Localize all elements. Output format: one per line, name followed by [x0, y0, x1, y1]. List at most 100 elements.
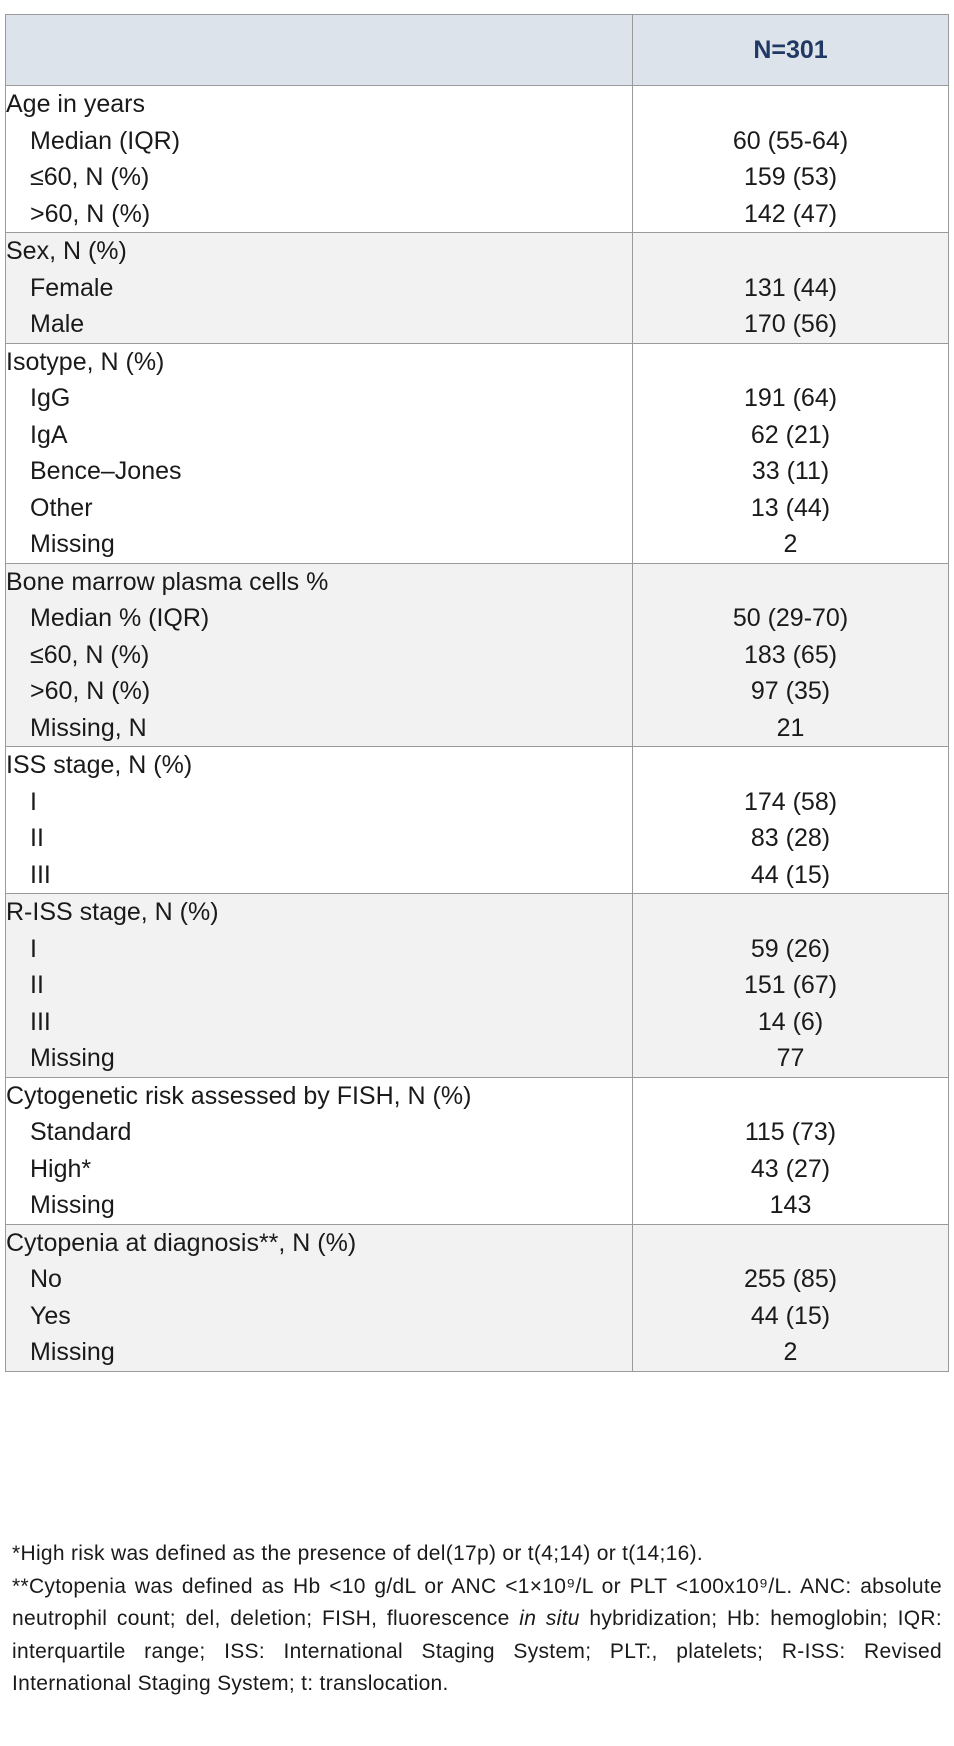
header-row: N=301 — [5, 14, 949, 86]
footnote: **Cytopenia was defined as Hb <10 g/dL o… — [12, 1571, 942, 1701]
row-value: 174 (58) — [743, 787, 838, 816]
row-label: Male — [30, 310, 85, 338]
row-value: 159 (53) — [743, 163, 838, 191]
row-value: 143 — [769, 1191, 812, 1219]
row-label: Missing — [30, 530, 115, 558]
section-row: Bone marrow plasma cells % Median % (IQR)… — [5, 562, 949, 747]
row-label: Standard — [30, 1118, 132, 1146]
spacer — [633, 233, 948, 270]
value-cell: 115 (73) 43 (27) 143 — [632, 1076, 949, 1225]
row-label: IgG — [30, 384, 71, 412]
row-label: Female — [30, 273, 114, 302]
spacer — [633, 344, 948, 381]
row-value: 83 (28) — [750, 824, 831, 852]
value-cell: 191 (64) 62 (21) 33 (11) 13 (44) 2 — [632, 342, 949, 564]
section-title: Age in years — [6, 90, 145, 118]
section-row: Isotype, N (%) IgG IgA Bence–Jones Other Miss… — [5, 342, 949, 564]
label-cell: Isotype, N (%) IgG IgA Bence–Jones Other Miss… — [5, 342, 633, 564]
row-label: Bence–Jones — [30, 457, 182, 485]
section-title: R-ISS stage, N (%) — [6, 898, 219, 926]
spacer — [633, 1225, 948, 1262]
row-value: 97 (35) — [750, 677, 831, 705]
spacer — [633, 747, 948, 784]
row-label: ≤60, N (%) — [30, 163, 150, 191]
row-value: 50 (29-70) — [732, 604, 849, 632]
section-title: Isotype, N (%) — [6, 347, 165, 376]
row-label: Missing — [30, 1338, 115, 1366]
header-cell: N=301 — [632, 14, 949, 86]
row-value: 115 (73) — [744, 1118, 837, 1146]
row-value: 21 — [776, 713, 805, 742]
section-row: Cytopenia at diagnosis**, N (%) No Yes Miss… — [5, 1223, 949, 1372]
footnote-text: hybridization; Hb: hemoglobin; IQR: inte… — [12, 1607, 942, 1695]
row-label: No — [30, 1265, 62, 1293]
row-label: I — [30, 787, 37, 816]
row-label: IgA — [30, 420, 68, 449]
spacer — [633, 86, 948, 123]
value-cell: 255 (85) 44 (15) 2 — [632, 1223, 949, 1372]
footnote-text: **Cytopenia was defined as Hb <10 g/dL o… — [12, 1574, 942, 1631]
row-label: >60, N (%) — [30, 199, 151, 228]
row-label: III — [30, 1007, 51, 1036]
row-label: III — [30, 860, 51, 889]
section-row: Age in years Median (IQR) ≤60, N (%) >60, N… — [5, 85, 949, 233]
row-value: 13 (44) — [750, 493, 831, 522]
value-cell: 50 (29-70) 183 (65) 97 (35) 21 — [632, 562, 949, 747]
table-body: Age in years Median (IQR) ≤60, N (%) >60, N… — [5, 85, 949, 1372]
row-value: 142 (47) — [743, 199, 838, 228]
row-value: 170 (56) — [743, 310, 838, 338]
row-value: 2 — [783, 530, 798, 558]
section-title: Cytogenetic risk assessed by FISH, N (%) — [6, 1081, 472, 1110]
row-label: Missing — [30, 1191, 115, 1219]
section-title: Bone marrow plasma cells % — [6, 567, 329, 596]
row-value: 44 (15) — [750, 1301, 831, 1330]
row-value: 62 (21) — [750, 420, 831, 449]
row-label: II — [30, 971, 44, 999]
row-value: 43 (27) — [750, 1154, 831, 1183]
spacer — [633, 564, 948, 601]
row-value: 33 (11) — [751, 457, 830, 485]
row-value: 59 (26) — [750, 934, 831, 963]
row-value: 255 (85) — [743, 1265, 838, 1293]
row-label: >60, N (%) — [30, 677, 151, 705]
value-cell: 59 (26) 151 (67) 14 (6) 77 — [632, 893, 949, 1078]
label-cell: Sex, N (%) Female Male — [5, 232, 633, 344]
row-label: Missing — [30, 1044, 115, 1072]
section-title: ISS stage, N (%) — [6, 751, 193, 779]
row-label: ≤60, N (%) — [30, 640, 150, 669]
row-label: I — [30, 934, 37, 963]
value-cell: 60 (55-64) 159 (53) 142 (47) — [632, 85, 949, 233]
spacer — [633, 894, 948, 931]
row-value: 183 (65) — [743, 640, 838, 669]
section-title: Sex, N (%) — [6, 237, 127, 265]
footnote: *High risk was defined as the presence o… — [12, 1542, 704, 1565]
section-row: ISS stage, N (%) I II III 174 (58) 83 (28) 44 … — [5, 746, 949, 894]
row-value: 14 (6) — [757, 1007, 824, 1036]
row-label: Median % (IQR) — [30, 604, 210, 632]
section-row: Sex, N (%) Female Male 131 (44) 170 (56) — [5, 232, 949, 344]
header-cell — [5, 14, 633, 86]
value-cell: 131 (44) 170 (56) — [632, 232, 949, 344]
section-row: R-ISS stage, N (%) I II III Missing 59 (26) 15… — [5, 893, 949, 1078]
label-cell: Bone marrow plasma cells % Median % (IQR)… — [5, 562, 633, 747]
row-value: 77 — [776, 1044, 805, 1072]
row-label: II — [30, 824, 44, 852]
spacer — [633, 1078, 948, 1115]
row-label: High* — [30, 1154, 92, 1183]
row-value: 60 (55-64) — [732, 126, 849, 155]
row-label: Yes — [30, 1301, 71, 1330]
label-cell: R-ISS stage, N (%) I II III Missing — [5, 893, 633, 1078]
label-cell: Cytogenetic risk assessed by FISH, N (%)… — [5, 1076, 633, 1225]
row-value: 2 — [783, 1338, 798, 1366]
row-value: 44 (15) — [750, 860, 831, 889]
footnotes: *High risk was defined as the presence o… — [12, 1538, 942, 1701]
row-label: Other — [30, 493, 93, 522]
row-value: 131 (44) — [743, 273, 838, 302]
section-row: Cytogenetic risk assessed by FISH, N (%)… — [5, 1076, 949, 1225]
value-cell: 174 (58) 83 (28) 44 (15) — [632, 746, 949, 894]
label-cell: Age in years Median (IQR) ≤60, N (%) >60, N… — [5, 85, 633, 233]
characteristics-table: N=301 Age in years Median (IQR) ≤60, N (%)… — [5, 14, 949, 1372]
footnote-italic: in situ — [519, 1607, 580, 1630]
label-cell: ISS stage, N (%) I II III — [5, 746, 633, 894]
